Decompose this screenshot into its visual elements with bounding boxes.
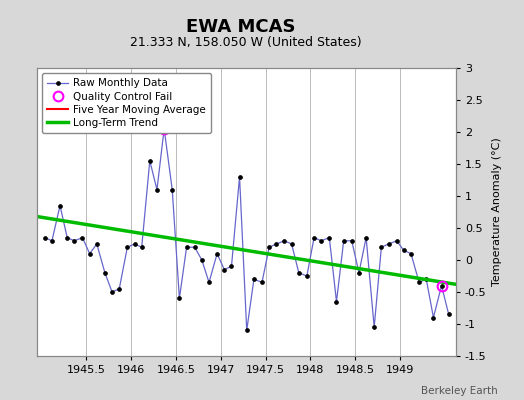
Quality Control Fail — [439, 283, 445, 288]
Raw Monthly Data — [138, 245, 145, 250]
Text: EWA MCAS: EWA MCAS — [187, 18, 296, 36]
Quality Control Fail — [161, 126, 167, 131]
Raw Monthly Data — [41, 235, 48, 240]
Raw Monthly Data — [445, 312, 452, 317]
Raw Monthly Data — [161, 126, 167, 131]
Line: Quality Control Fail: Quality Control Fail — [159, 124, 446, 290]
Raw Monthly Data — [439, 283, 445, 288]
Text: Berkeley Earth: Berkeley Earth — [421, 386, 498, 396]
Raw Monthly Data — [199, 258, 205, 262]
Raw Monthly Data — [416, 280, 422, 285]
Line: Raw Monthly Data: Raw Monthly Data — [43, 127, 451, 332]
Legend: Raw Monthly Data, Quality Control Fail, Five Year Moving Average, Long-Term Tren: Raw Monthly Data, Quality Control Fail, … — [42, 73, 211, 133]
Raw Monthly Data — [116, 286, 123, 291]
Y-axis label: Temperature Anomaly (°C): Temperature Anomaly (°C) — [492, 138, 502, 286]
Title: 21.333 N, 158.050 W (United States): 21.333 N, 158.050 W (United States) — [130, 36, 362, 49]
Raw Monthly Data — [244, 328, 250, 333]
Raw Monthly Data — [86, 251, 93, 256]
